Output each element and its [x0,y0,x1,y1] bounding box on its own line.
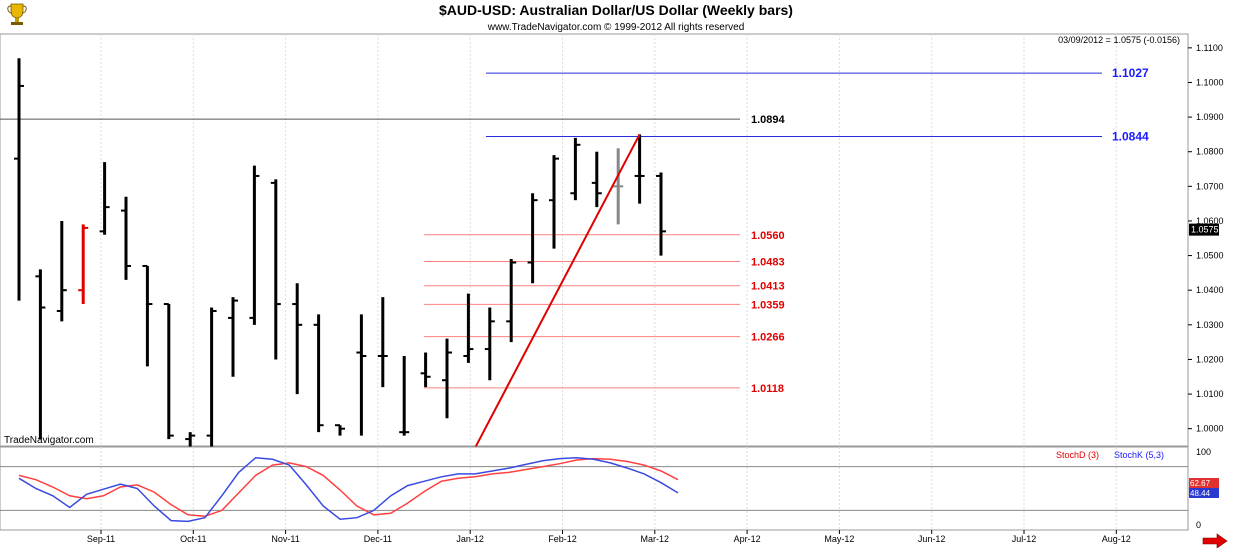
x-tick-label: Dec-11 [364,534,392,544]
ohlc-bar [420,352,431,388]
quote-readout: 03/09/2012 = 1.0575 (-0.0156) [1058,35,1180,45]
ohlc-bar [206,307,217,453]
level-label: 1.0118 [751,383,784,395]
y-tick-label: 1.0600 [1196,216,1224,226]
stoch-d-legend: StochD (3) [1056,450,1099,460]
ohlc-bar [549,155,559,249]
ohlc-bar [634,134,645,204]
y-tick-label: 1.0300 [1196,320,1224,330]
x-gridlines [100,34,1117,446]
level-label: 1.1027 [1112,66,1149,80]
x-tick-label: Sep-11 [87,534,115,544]
ohlc-bar [335,424,345,436]
ohlc-bar [99,162,110,235]
time-axis: Sep-11 Oct-11 Nov-11 Dec-11 Jan-12 Feb-12 Mar-… [87,530,1131,544]
ohlc-bar [399,355,410,436]
ohlc-bar [270,179,281,360]
chart-title: $AUD-USD: Australian Dollar/US Dollar (W… [439,2,793,18]
ohlc-bar [656,172,666,256]
ohlc-bar [527,193,538,284]
x-tick-label: Jul-12 [1012,534,1037,544]
y-tick-label: 1.1000 [1196,77,1224,87]
x-gridlines-stoch [100,447,1117,530]
level-label: 1.0266 [751,332,785,344]
ohlc-bar [292,283,303,395]
y-tick-label: 1.0400 [1196,285,1224,295]
ohlc-bar [56,220,67,322]
last-price-box: 1.0575 [1189,223,1219,236]
stochastic-lines [0,457,1188,523]
stoch-d-last: 62.67 [1190,479,1211,488]
ohlc-bar [249,165,260,325]
chart-subtitle: www.TradeNavigator.com © 1999-2012 All r… [487,22,745,33]
x-tick-label: Oct-11 [180,534,206,544]
stoch-k-last: 48.44 [1190,489,1211,498]
y-tick-label: 1.0900 [1196,112,1224,122]
stoch-last-values: 62.67 48.44 [1189,478,1219,498]
stoch-k-line [18,457,679,523]
x-tick-label: Feb-12 [548,534,577,544]
right-arrow-icon[interactable] [1202,533,1228,549]
x-tick-label: Nov-11 [271,534,299,544]
x-tick-label: May-12 [824,534,854,544]
ohlc-bar [506,259,517,343]
watermark: TradeNavigator.com [4,435,94,446]
y-tick-label: 1.0500 [1196,251,1224,261]
last-price-label: 1.0575 [1191,225,1219,235]
ohlc-bar [142,264,153,367]
x-tick-label: Aug-12 [1102,534,1131,544]
y-tick-label: 1.0700 [1196,181,1224,191]
ohlc-bar [463,293,474,363]
ohlc-bar [442,338,452,419]
level-label: 1.0359 [751,299,785,311]
level-label: 1.0483 [751,256,785,268]
x-tick-label: Apr-12 [734,534,761,544]
y-tick-label: 1.0200 [1196,354,1224,364]
ohlc-bar [14,58,24,301]
stoch-tick-label: 0 [1196,520,1201,530]
stoch-k-legend: StochK (5,3) [1114,450,1164,460]
ohlc-bar [570,137,581,201]
ohlc-bar [484,307,495,381]
level-label: 1.0844 [1112,129,1149,143]
ohlc-bars [14,58,666,453]
ohlc-bar [377,297,388,388]
x-tick-label: Mar-12 [641,534,670,544]
ohlc-bar [78,224,89,305]
ohlc-bar [35,269,46,440]
y-tick-label: 1.0100 [1196,389,1224,399]
ohlc-bar [591,151,602,208]
stoch-tick-label: 100 [1196,447,1211,457]
y-tick-label: 1.0800 [1196,147,1224,157]
stochastic-axis: 100 0 [1196,447,1211,530]
ohlc-bar [163,303,174,440]
trophy-icon [7,3,27,25]
ohlc-bar [356,314,367,436]
x-tick-label: Jan-12 [456,534,484,544]
y-tick-label: 1.1100 [1196,43,1223,53]
price-axis: 1.11001.10001.09001.08001.07001.06001.05… [1188,43,1224,434]
level-label: 1.0894 [751,114,786,126]
level-label: 1.0413 [751,281,785,293]
x-tick-label: Jun-12 [918,534,946,544]
price-panel [0,33,1189,447]
y-tick-label: 1.0000 [1196,424,1224,434]
ohlc-bar [121,196,131,280]
trend-line [471,133,641,454]
price-levels: 1.0894 1.1027 1.0844 1.0560 1.0483 1.0413 1.03… [0,66,1149,395]
ohlc-bar [228,297,238,377]
ohlc-bar [613,148,624,225]
trend-line-group [471,133,641,454]
ohlc-bar [313,314,324,433]
level-label: 1.0560 [751,230,785,242]
